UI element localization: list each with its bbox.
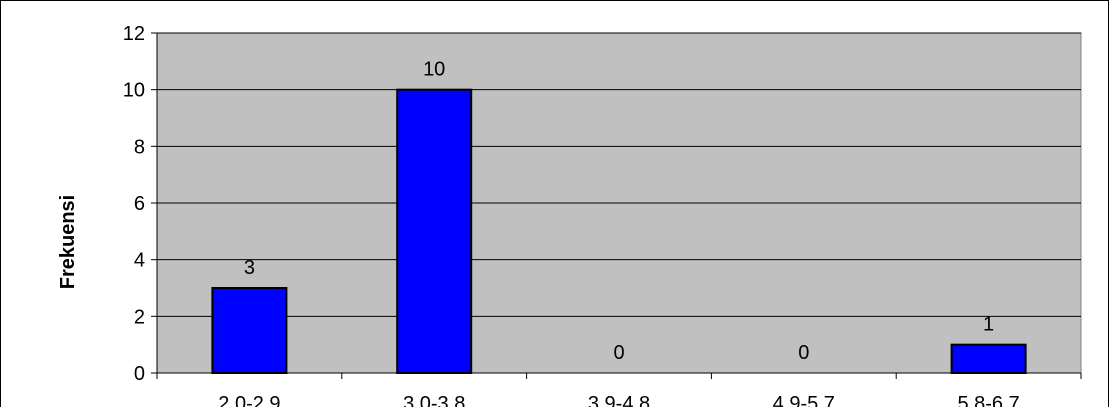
x-tick-label-4: 5.8-6.7 <box>957 393 1019 407</box>
x-tick-label-3: 4.9-5.7 <box>773 393 835 407</box>
x-tick-label-0: 2.0-2.9 <box>218 393 280 407</box>
y-tick-label-0: 0 <box>134 363 145 385</box>
y-tick-label-6: 12 <box>123 23 145 45</box>
data-label-1: 10 <box>423 59 445 81</box>
bar-1 <box>396 88 473 375</box>
bar-4 <box>950 343 1027 374</box>
data-label-0: 3 <box>244 257 255 279</box>
data-label-2: 0 <box>613 342 624 364</box>
y-tick-label-2: 4 <box>134 250 145 272</box>
y-tick-label-1: 2 <box>134 306 145 328</box>
gridlines <box>157 32 1081 317</box>
y-axis-title: Frekuensi <box>57 195 79 289</box>
x-tick-label-1: 3.0-3.8 <box>403 393 465 407</box>
y-tick-label-4: 8 <box>134 136 145 158</box>
y-tick-label-5: 10 <box>123 80 145 102</box>
y-tick-label-3: 6 <box>134 193 145 215</box>
data-label-4: 1 <box>983 314 994 336</box>
axes <box>151 32 1082 379</box>
bar-0 <box>211 287 288 374</box>
data-label-3: 0 <box>798 342 809 364</box>
x-tick-label-2: 3.9-4.8 <box>588 393 650 407</box>
